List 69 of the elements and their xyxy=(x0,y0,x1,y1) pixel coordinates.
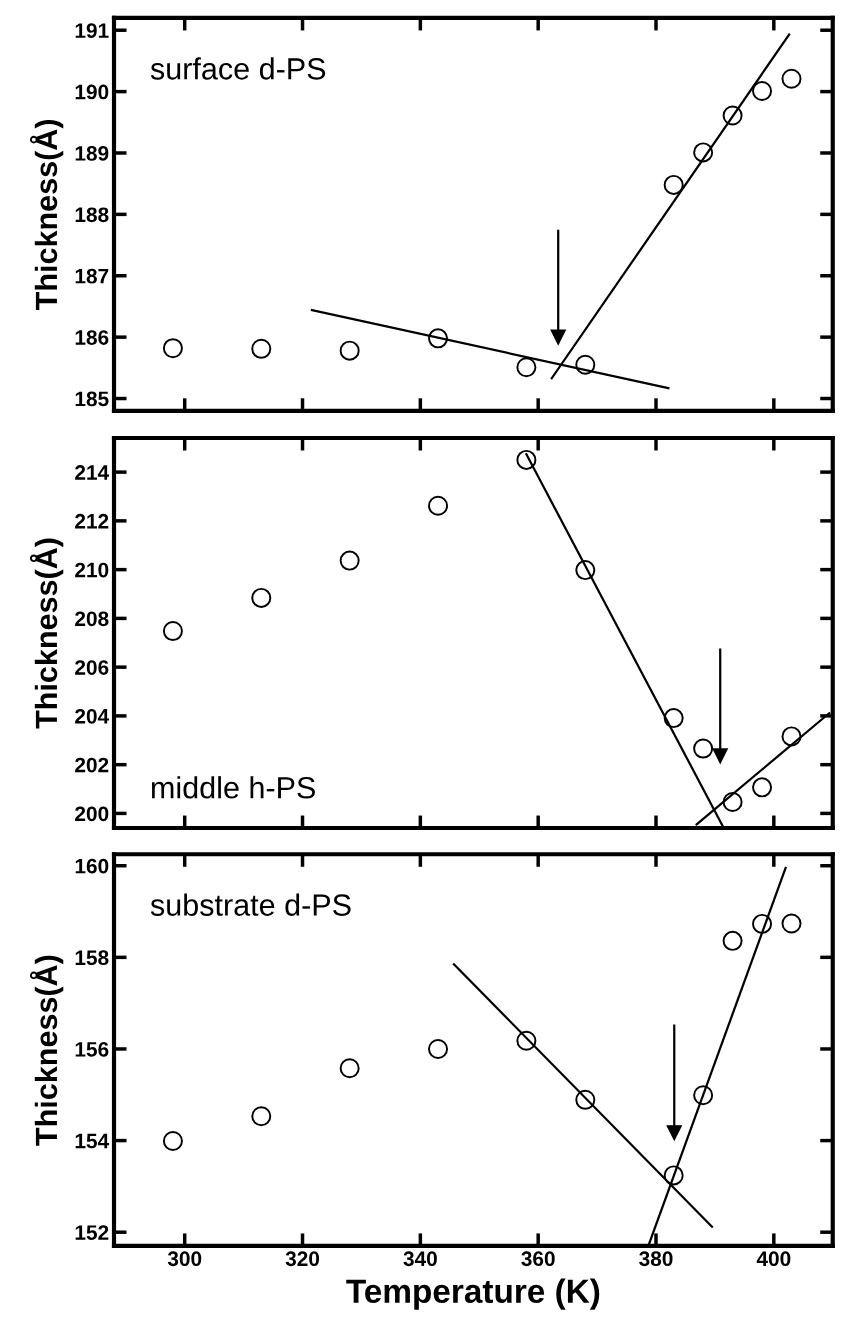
y-tick-label: 206 xyxy=(75,660,109,675)
point xyxy=(516,357,537,378)
point xyxy=(162,1131,183,1152)
y-tick-label: 152 xyxy=(75,1225,109,1240)
point xyxy=(428,1038,449,1059)
y-tick-label: 185 xyxy=(75,391,109,407)
y-axis-title: Thickness(Å) xyxy=(29,119,64,310)
y-axis-title: Thickness(Å) xyxy=(29,955,64,1146)
point xyxy=(752,80,773,101)
point xyxy=(251,1106,272,1127)
point xyxy=(339,550,360,571)
point xyxy=(516,1030,537,1051)
y-tick-label: 204 xyxy=(75,708,110,724)
y-tick-label: 191 xyxy=(75,23,109,38)
x-tick-label: 300 xyxy=(167,1251,202,1267)
y-tick-label: 160 xyxy=(75,858,109,874)
point xyxy=(693,1085,714,1106)
y-tick-label: 190 xyxy=(75,84,109,100)
point xyxy=(575,1089,596,1110)
y-tick-label: 189 xyxy=(75,145,109,161)
x-tick-label: 340 xyxy=(403,1251,437,1267)
y-axis-title: Thickness(Å) xyxy=(29,538,64,729)
x-tick-label: 360 xyxy=(521,1251,555,1267)
annotation: surface d-PS xyxy=(150,57,326,80)
x-axis-title: Temperature (K) xyxy=(346,1278,600,1310)
x-tick-label: 400 xyxy=(756,1251,791,1267)
point xyxy=(428,495,449,516)
y-tick-label: 156 xyxy=(75,1041,109,1057)
point xyxy=(339,340,360,361)
y-tick-label: 200 xyxy=(75,806,109,822)
point xyxy=(752,777,773,798)
point xyxy=(516,449,537,470)
point xyxy=(693,738,714,759)
point xyxy=(339,1058,360,1079)
x-tick-label: 380 xyxy=(639,1251,673,1267)
y-tick-label: 186 xyxy=(75,330,109,345)
point xyxy=(781,726,802,747)
x-tick-label: 320 xyxy=(285,1251,320,1267)
point xyxy=(722,105,743,126)
point xyxy=(666,1125,682,1141)
point xyxy=(162,338,183,359)
point xyxy=(693,142,714,163)
point xyxy=(752,913,773,934)
y-tick-label: 154 xyxy=(75,1133,110,1149)
point xyxy=(162,621,183,642)
point xyxy=(722,791,743,812)
point xyxy=(712,748,728,764)
y-tick-label: 210 xyxy=(75,562,109,578)
point xyxy=(428,328,449,349)
point xyxy=(781,68,802,89)
y-tick-label: 188 xyxy=(75,207,109,223)
y-tick-label: 212 xyxy=(75,513,109,529)
point xyxy=(663,174,684,195)
point xyxy=(663,1165,684,1186)
y-tick-label: 214 xyxy=(75,465,110,480)
point xyxy=(251,587,272,608)
point xyxy=(722,930,743,951)
y-tick-label: 208 xyxy=(75,611,109,627)
point xyxy=(575,354,596,375)
annotation: substrate d-PS xyxy=(150,893,351,916)
point xyxy=(781,913,802,934)
point xyxy=(663,708,684,729)
point xyxy=(575,560,596,581)
y-tick-label: 158 xyxy=(75,950,109,966)
y-tick-label: 187 xyxy=(75,268,109,284)
y-tick-label: 202 xyxy=(75,757,109,773)
point xyxy=(550,329,566,345)
annotation: middle h-PS xyxy=(151,776,315,799)
point xyxy=(251,338,272,359)
